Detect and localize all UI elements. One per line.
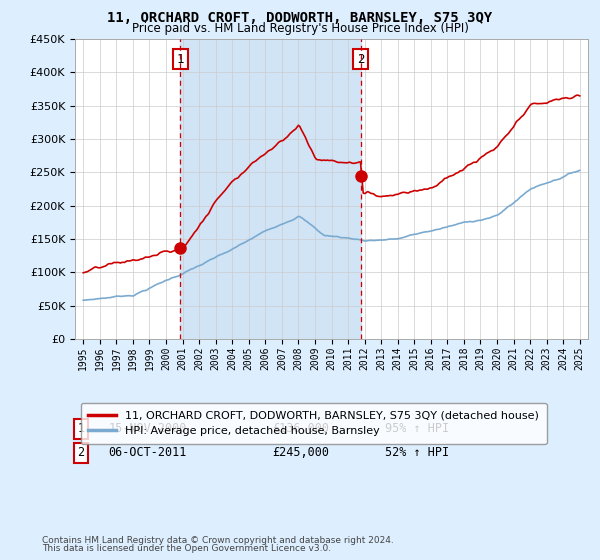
Text: 11, ORCHARD CROFT, DODWORTH, BARNSLEY, S75 3QY: 11, ORCHARD CROFT, DODWORTH, BARNSLEY, S… (107, 11, 493, 25)
Legend: 11, ORCHARD CROFT, DODWORTH, BARNSLEY, S75 3QY (detached house), HPI: Average pr: 11, ORCHARD CROFT, DODWORTH, BARNSLEY, S… (80, 403, 547, 444)
Text: Contains HM Land Registry data © Crown copyright and database right 2024.: Contains HM Land Registry data © Crown c… (42, 536, 394, 545)
Text: Price paid vs. HM Land Registry's House Price Index (HPI): Price paid vs. HM Land Registry's House … (131, 22, 469, 35)
Text: 2: 2 (77, 446, 85, 459)
Text: 52% ↑ HPI: 52% ↑ HPI (385, 446, 449, 459)
Text: £136,000: £136,000 (272, 422, 329, 435)
Text: 1: 1 (176, 53, 184, 66)
Text: This data is licensed under the Open Government Licence v3.0.: This data is licensed under the Open Gov… (42, 544, 331, 553)
Text: 2: 2 (357, 53, 364, 66)
Bar (181, 39, 361, 339)
Text: £245,000: £245,000 (272, 446, 329, 459)
Text: 06-OCT-2011: 06-OCT-2011 (109, 446, 187, 459)
Text: 1: 1 (77, 422, 85, 435)
Text: 15-NOV-2000: 15-NOV-2000 (109, 422, 187, 435)
Text: 95% ↑ HPI: 95% ↑ HPI (385, 422, 449, 435)
